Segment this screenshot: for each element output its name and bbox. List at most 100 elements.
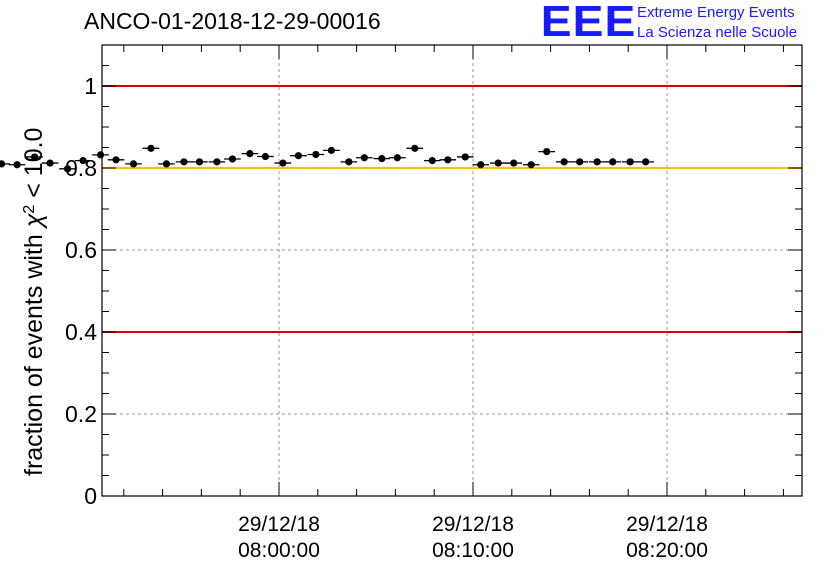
data-point xyxy=(423,157,441,165)
data-point xyxy=(208,158,226,166)
y-tick-label: 0 xyxy=(84,483,97,509)
eee-logo-mark: EEE xyxy=(540,0,637,46)
data-point xyxy=(224,155,241,163)
marker-dot xyxy=(112,156,120,164)
data-point xyxy=(142,144,160,152)
data-point xyxy=(175,158,193,166)
marker-dot xyxy=(147,144,155,152)
data-point xyxy=(571,158,589,166)
data-markers xyxy=(0,144,654,173)
marker-dot xyxy=(13,161,21,169)
marker-dot xyxy=(477,161,485,169)
marker-dot xyxy=(79,157,87,165)
marker-dot xyxy=(129,160,138,168)
data-point xyxy=(356,154,373,162)
data-point xyxy=(456,153,474,161)
marker-dot xyxy=(461,153,469,161)
marker-dot xyxy=(162,160,171,168)
marker-dot xyxy=(560,158,568,166)
marker-dot xyxy=(46,159,54,167)
data-point xyxy=(439,156,457,164)
marker-dot xyxy=(428,157,436,165)
grid-layer xyxy=(102,45,802,496)
marker-dot xyxy=(642,158,650,166)
chart-title: ANCO-01-2018-12-29-00016 xyxy=(84,8,381,34)
data-point xyxy=(373,154,391,163)
data-point xyxy=(406,144,424,152)
data-point xyxy=(637,158,654,166)
data-point xyxy=(41,159,59,167)
data-point xyxy=(158,160,175,168)
data-point xyxy=(92,151,109,159)
data-point xyxy=(107,156,125,164)
marker-dot xyxy=(444,156,452,164)
data-point xyxy=(274,159,292,167)
marker-dot xyxy=(63,165,72,173)
data-point xyxy=(8,161,26,169)
data-point xyxy=(323,146,340,154)
data-point xyxy=(191,158,208,166)
data-point xyxy=(125,160,142,168)
marker-dot xyxy=(393,154,401,162)
marker-dot xyxy=(180,158,188,166)
data-point xyxy=(241,150,259,158)
marker-dot xyxy=(360,154,368,162)
data-point xyxy=(604,158,621,166)
x-tick-time-label: 08:20:00 xyxy=(626,539,708,562)
marker-dot xyxy=(312,150,320,159)
logo-line-1: Extreme Energy Events xyxy=(637,4,795,21)
data-point xyxy=(26,153,43,161)
marker-dot xyxy=(327,146,335,154)
marker-dot xyxy=(576,158,584,166)
logo-line-2: La Scienza nelle Scuole xyxy=(637,24,798,41)
marker-dot xyxy=(411,144,419,152)
data-point xyxy=(290,152,307,160)
axes: 00.20.40.60.8129/12/1808:00:0029/12/1808… xyxy=(65,44,803,562)
data-point xyxy=(59,165,76,173)
x-tick-time-label: 08:10:00 xyxy=(432,539,514,562)
marker-dot xyxy=(609,158,617,166)
data-point xyxy=(340,158,358,166)
marker-dot xyxy=(261,152,270,161)
x-tick-date-label: 29/12/18 xyxy=(626,513,708,536)
data-point xyxy=(74,157,92,165)
y-axis-label: fraction of events with χ2 < 10.0 xyxy=(20,128,48,476)
y-tick-label: 0.4 xyxy=(65,319,97,345)
x-tick-time-label: 08:00:00 xyxy=(238,539,320,562)
marker-dot xyxy=(626,158,634,166)
y-tick-label: 1 xyxy=(84,73,97,99)
data-point xyxy=(621,158,639,166)
y-tick-label: 0.2 xyxy=(65,401,97,427)
data-point xyxy=(522,161,540,169)
marker-dot xyxy=(527,161,535,169)
plot-frame xyxy=(101,44,803,497)
marker-dot xyxy=(345,158,353,166)
marker-dot xyxy=(30,153,39,161)
y-tick-label: 0.6 xyxy=(65,237,97,263)
marker-dot xyxy=(279,159,287,167)
data-point xyxy=(389,154,406,162)
data-point xyxy=(538,148,556,156)
data-point xyxy=(307,150,325,159)
x-tick-date-label: 29/12/18 xyxy=(432,513,514,536)
data-point xyxy=(555,158,573,166)
marker-dot xyxy=(213,158,221,166)
x-tick-date-label: 29/12/18 xyxy=(238,513,320,536)
marker-dot xyxy=(96,151,105,159)
data-point xyxy=(257,152,274,161)
data-point xyxy=(0,160,10,168)
marker-dot xyxy=(294,152,302,160)
marker-dot xyxy=(246,150,254,158)
marker-dot xyxy=(510,159,518,167)
marker-dot xyxy=(378,154,386,163)
reference-lines xyxy=(102,85,802,333)
data-point xyxy=(505,159,523,167)
data-point xyxy=(489,159,507,167)
data-point xyxy=(588,158,606,166)
marker-dot xyxy=(593,158,601,166)
data-point xyxy=(472,161,490,169)
marker-dot xyxy=(228,155,237,163)
marker-dot xyxy=(195,158,204,166)
marker-dot xyxy=(0,160,6,168)
